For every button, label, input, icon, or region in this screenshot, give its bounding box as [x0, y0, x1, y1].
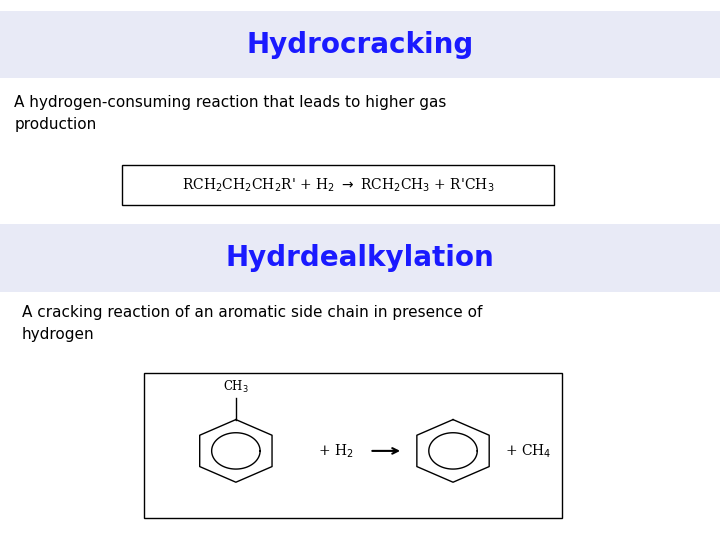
Text: Hydrocracking: Hydrocracking — [246, 31, 474, 58]
FancyBboxPatch shape — [0, 11, 720, 78]
Text: CH$_3$: CH$_3$ — [223, 379, 249, 395]
Text: A hydrogen-consuming reaction that leads to higher gas
production: A hydrogen-consuming reaction that leads… — [14, 94, 447, 132]
Text: A cracking reaction of an aromatic side chain in presence of
hydrogen: A cracking reaction of an aromatic side … — [22, 305, 482, 342]
Text: + CH$_4$: + CH$_4$ — [505, 442, 552, 460]
Text: RCH$_2$CH$_2$CH$_2$R' + H$_2$ $\rightarrow$ RCH$_2$CH$_3$ + R'CH$_3$: RCH$_2$CH$_2$CH$_2$R' + H$_2$ $\rightarr… — [182, 176, 495, 194]
Text: + H$_2$: + H$_2$ — [318, 442, 354, 460]
FancyBboxPatch shape — [122, 165, 554, 205]
FancyBboxPatch shape — [0, 224, 720, 292]
FancyBboxPatch shape — [144, 373, 562, 518]
Text: Hydrdealkylation: Hydrdealkylation — [225, 244, 495, 272]
